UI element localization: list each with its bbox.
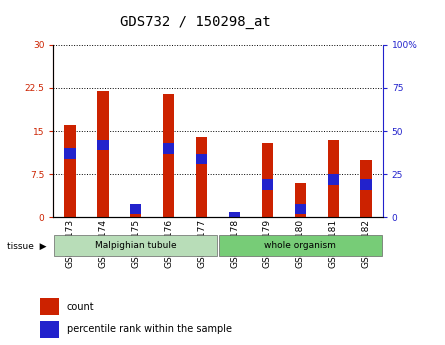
Bar — [196, 137, 207, 217]
Text: Malpighian tubule: Malpighian tubule — [95, 241, 177, 250]
Bar — [130, 204, 142, 214]
Bar — [97, 91, 109, 217]
Bar — [40, 298, 59, 315]
Text: percentile rank within the sample: percentile rank within the sample — [67, 325, 232, 334]
Bar — [328, 174, 339, 185]
Bar — [196, 154, 207, 164]
Bar — [328, 140, 339, 217]
Text: GDS732 / 150298_at: GDS732 / 150298_at — [121, 15, 271, 29]
Bar — [262, 142, 273, 217]
FancyBboxPatch shape — [218, 236, 382, 256]
Bar — [40, 321, 59, 338]
Bar — [163, 143, 174, 154]
Bar — [360, 179, 372, 190]
Bar — [229, 211, 240, 217]
Bar — [163, 94, 174, 217]
Bar — [360, 160, 372, 217]
Bar — [64, 125, 76, 217]
Text: whole organism: whole organism — [264, 241, 336, 250]
Bar — [64, 148, 76, 159]
Text: tissue  ▶: tissue ▶ — [7, 242, 46, 251]
Bar — [295, 183, 306, 217]
Bar — [97, 140, 109, 150]
Text: count: count — [67, 302, 94, 312]
FancyBboxPatch shape — [54, 236, 218, 256]
Bar — [229, 212, 240, 217]
Bar — [130, 206, 142, 217]
Bar — [295, 204, 306, 214]
Bar — [262, 179, 273, 190]
